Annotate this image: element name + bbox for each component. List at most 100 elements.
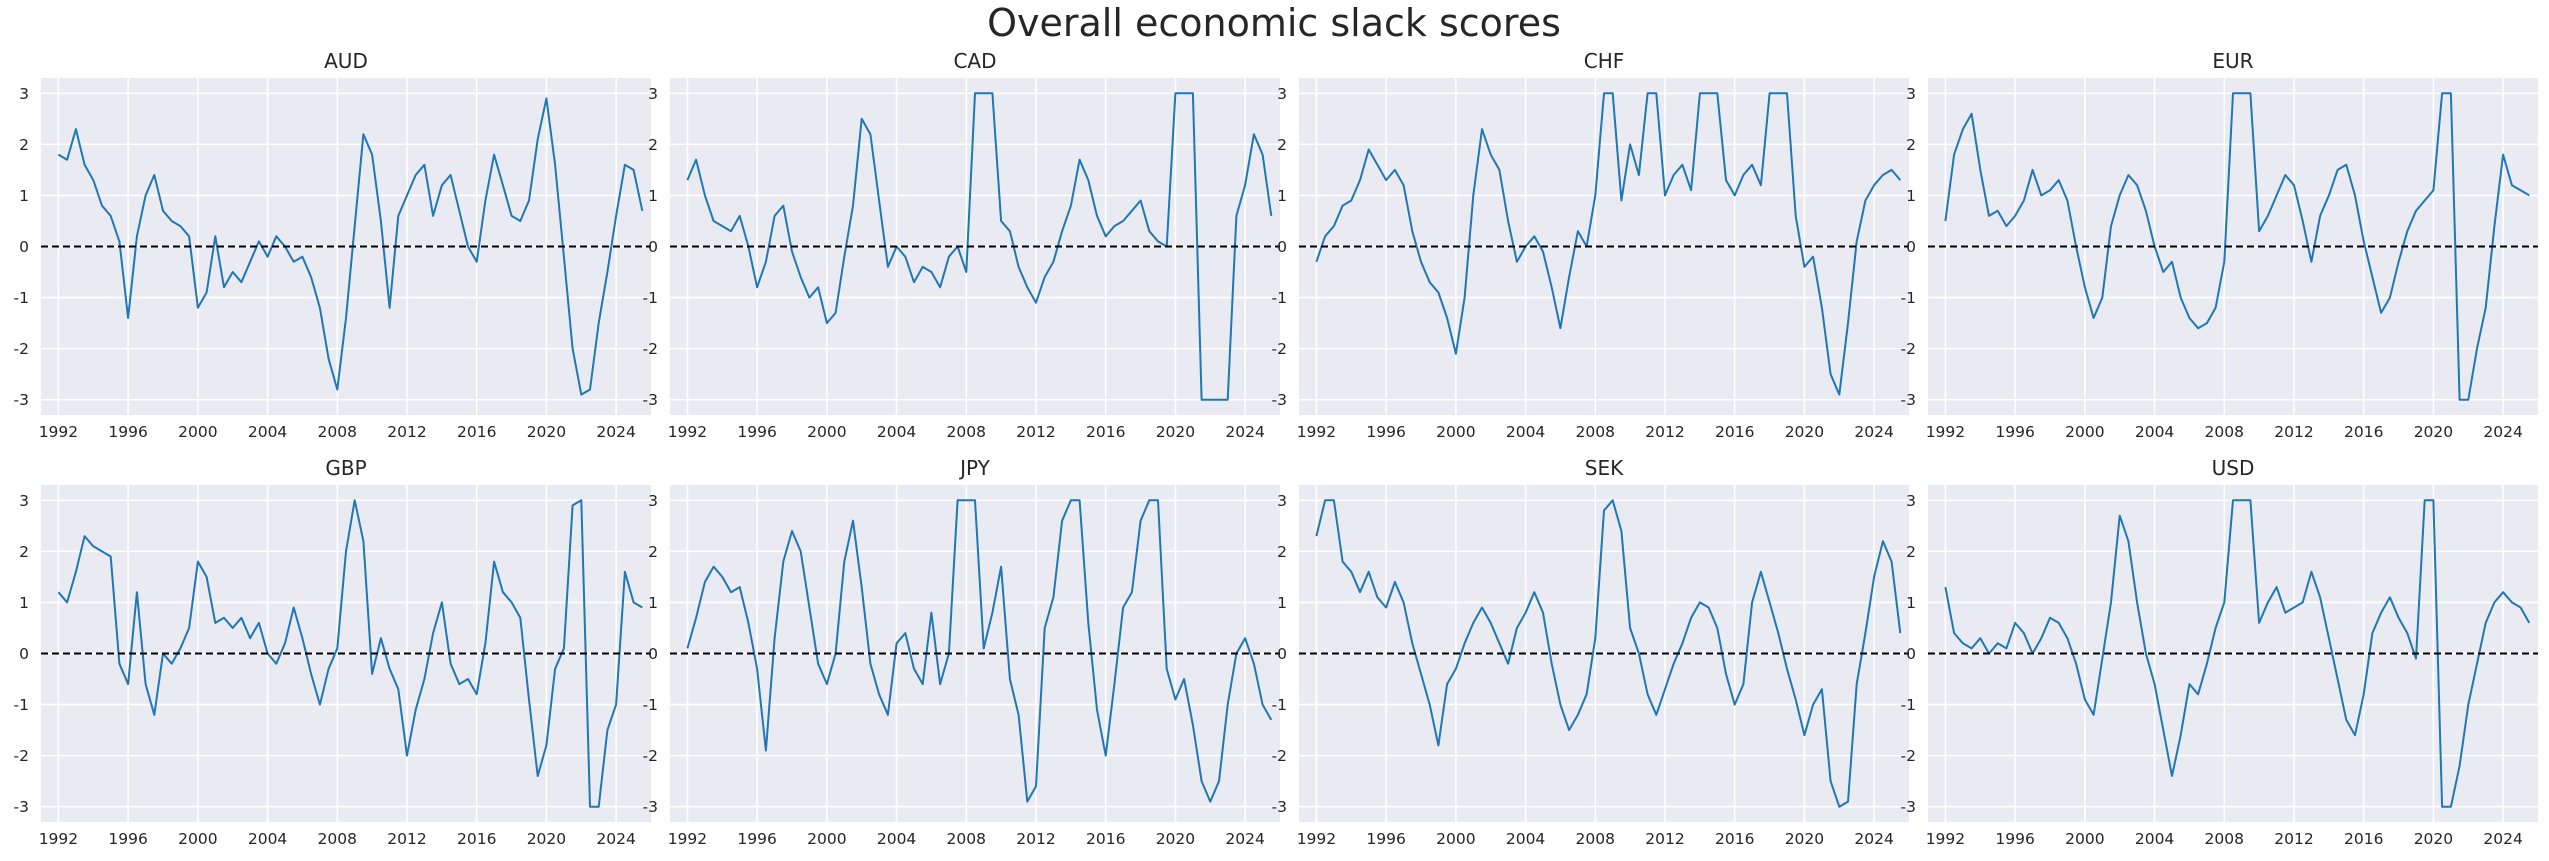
x-tick-label: 2020 bbox=[1156, 423, 1195, 441]
y-tick-label: 0 bbox=[1906, 645, 1916, 663]
series-line-sek bbox=[1315, 499, 1902, 808]
x-tick-label: 2012 bbox=[1645, 830, 1684, 848]
y-tick-label: 0 bbox=[1277, 238, 1287, 256]
x-tick-label: 2016 bbox=[1715, 423, 1754, 441]
y-tick-label: 2 bbox=[1277, 136, 1287, 154]
y-tick-label: 1 bbox=[1906, 594, 1916, 612]
y-tick-label: 0 bbox=[648, 645, 658, 663]
x-tick-label: 2012 bbox=[387, 830, 426, 848]
x-tick-label: 1992 bbox=[668, 830, 707, 848]
series-line-chf bbox=[1315, 92, 1902, 396]
figure-title: Overall economic slack scores bbox=[987, 1, 1561, 45]
panel-sek: 1992 1996 2000 2004 2008 2012 2016 2020 2024 -3 -2… bbox=[1272, 456, 1909, 848]
y-tick-label: 0 bbox=[648, 238, 658, 256]
panel-chf: 1992 1996 2000 2004 2008 2012 2016 2020 2024 -3 -2… bbox=[1272, 49, 1909, 441]
x-tick-label: 2020 bbox=[1785, 423, 1824, 441]
x-tick-label: 2004 bbox=[2135, 423, 2174, 441]
x-tick-label: 2004 bbox=[1506, 423, 1545, 441]
series-line-eur bbox=[1944, 92, 2530, 401]
x-tick-label: 1996 bbox=[1995, 423, 2034, 441]
y-tick-label: -2 bbox=[1901, 747, 1916, 765]
x-tick-label: 2008 bbox=[1576, 423, 1615, 441]
y-tick-label: 1 bbox=[1277, 187, 1287, 205]
x-tick-label: 2004 bbox=[1506, 830, 1545, 848]
panel-title: EUR bbox=[2212, 49, 2253, 73]
y-tick-label: 0 bbox=[1906, 238, 1916, 256]
y-tick-label: -1 bbox=[14, 696, 29, 714]
series-line-usd bbox=[1944, 499, 2531, 808]
y-tick-label: -3 bbox=[643, 391, 658, 409]
y-tick-label: -1 bbox=[643, 696, 658, 714]
x-tick-label: 1992 bbox=[39, 830, 78, 848]
x-tick-label: 2004 bbox=[248, 830, 287, 848]
x-tick-label: 2000 bbox=[1436, 423, 1475, 441]
y-tick-label: 1 bbox=[648, 594, 658, 612]
panel-gbp: 1992 1996 2000 2004 2008 2012 2016 2020 2024 -3 -2… bbox=[14, 456, 651, 848]
x-tick-label: 2004 bbox=[248, 423, 287, 441]
x-tick-label: 2000 bbox=[2065, 423, 2104, 441]
y-tick-label: -1 bbox=[1901, 696, 1916, 714]
x-tick-label: 2004 bbox=[2135, 830, 2174, 848]
x-tick-label: 2020 bbox=[527, 423, 566, 441]
panel-title: JPY bbox=[958, 456, 991, 480]
x-tick-label: 2016 bbox=[457, 423, 496, 441]
panel-cad: 1992 1996 2000 2004 2008 2012 2016 2020 2024 -3 -2… bbox=[643, 49, 1280, 441]
x-tick-label: 2000 bbox=[2065, 830, 2104, 848]
y-tick-label: 0 bbox=[19, 645, 29, 663]
y-tick-label: -3 bbox=[14, 798, 29, 816]
x-tick-label: 1992 bbox=[1297, 830, 1336, 848]
x-tick-label: 2012 bbox=[1016, 423, 1055, 441]
y-tick-label: 3 bbox=[648, 85, 658, 103]
x-tick-label: 2024 bbox=[1854, 423, 1893, 441]
panel-usd: 1992 1996 2000 2004 2008 2012 2016 2020 2024 -3 -2… bbox=[1901, 456, 2538, 848]
y-tick-label: -1 bbox=[643, 289, 658, 307]
y-tick-label: -2 bbox=[1272, 340, 1287, 358]
x-tick-label: 2008 bbox=[2205, 423, 2244, 441]
x-tick-label: 1996 bbox=[108, 830, 147, 848]
x-tick-label: 2020 bbox=[2414, 423, 2453, 441]
panel-title: USD bbox=[2212, 456, 2255, 480]
x-tick-label: 2020 bbox=[527, 830, 566, 848]
x-tick-label: 2020 bbox=[1785, 830, 1824, 848]
y-tick-label: 1 bbox=[19, 594, 29, 612]
series-line-aud bbox=[57, 97, 644, 396]
y-tick-label: 1 bbox=[1906, 187, 1916, 205]
x-tick-label: 2000 bbox=[807, 423, 846, 441]
x-tick-label: 2008 bbox=[947, 423, 986, 441]
panel-jpy: 1992 1996 2000 2004 2008 2012 2016 2020 2024 -3 -2… bbox=[643, 456, 1280, 848]
y-tick-label: 2 bbox=[1906, 543, 1916, 561]
y-tick-label: -1 bbox=[1901, 289, 1916, 307]
panel-aud: 1992 1996 2000 2004 2008 2012 2016 2020 2024 -3 -2… bbox=[14, 49, 651, 441]
y-tick-label: -3 bbox=[1901, 391, 1916, 409]
y-tick-label: -3 bbox=[1901, 798, 1916, 816]
y-tick-label: -3 bbox=[643, 798, 658, 816]
y-tick-label: 2 bbox=[1277, 543, 1287, 561]
series-line-gbp bbox=[57, 499, 643, 808]
x-tick-label: 2020 bbox=[1156, 830, 1195, 848]
y-tick-label: -3 bbox=[1272, 798, 1287, 816]
y-tick-label: -2 bbox=[1901, 340, 1916, 358]
x-tick-label: 2024 bbox=[2483, 830, 2522, 848]
x-tick-label: 2016 bbox=[2344, 423, 2383, 441]
y-tick-label: -2 bbox=[643, 747, 658, 765]
y-tick-label: -2 bbox=[14, 747, 29, 765]
x-tick-label: 1996 bbox=[737, 830, 776, 848]
x-tick-label: 2024 bbox=[2483, 423, 2522, 441]
x-tick-label: 2024 bbox=[596, 423, 635, 441]
x-tick-label: 2008 bbox=[1576, 830, 1615, 848]
x-tick-label: 2012 bbox=[387, 423, 426, 441]
y-tick-label: 1 bbox=[19, 187, 29, 205]
y-tick-label: 2 bbox=[19, 543, 29, 561]
y-tick-label: 3 bbox=[1906, 492, 1916, 510]
x-tick-label: 2016 bbox=[2344, 830, 2383, 848]
x-tick-label: 1996 bbox=[1366, 830, 1405, 848]
panel-title: AUD bbox=[324, 49, 368, 73]
x-tick-label: 2008 bbox=[947, 830, 986, 848]
x-tick-label: 2012 bbox=[2274, 830, 2313, 848]
x-tick-label: 1996 bbox=[1995, 830, 2034, 848]
panel-title: CHF bbox=[1584, 49, 1625, 73]
x-tick-label: 2000 bbox=[178, 423, 217, 441]
x-tick-label: 1992 bbox=[39, 423, 78, 441]
x-tick-label: 1992 bbox=[1926, 830, 1965, 848]
